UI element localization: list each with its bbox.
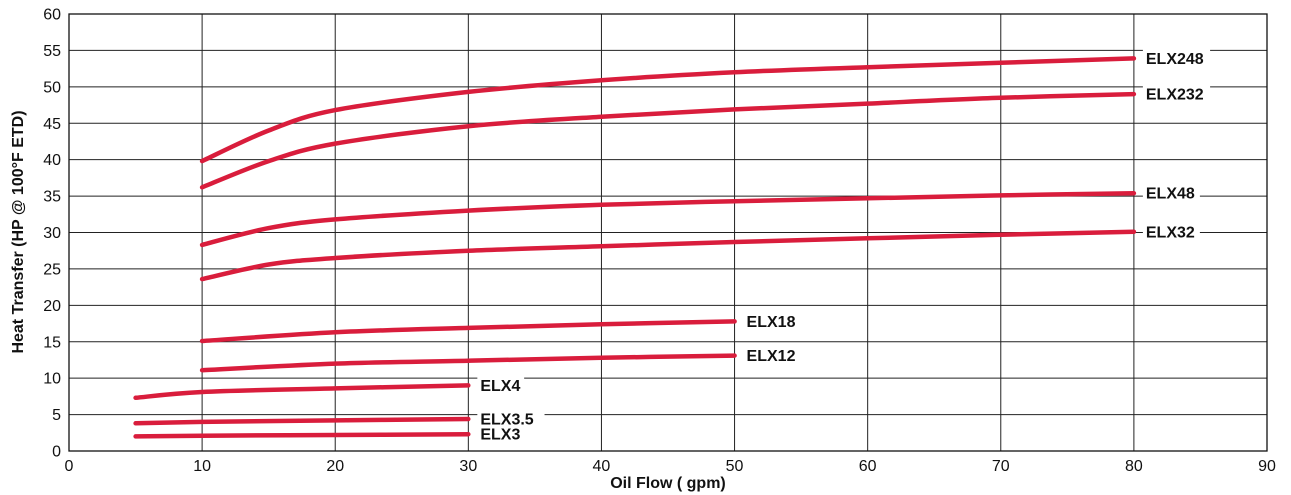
- series-label: ELX18: [747, 314, 796, 331]
- y-axis-label: Heat Transfer (HP @ 100°F ETD): [10, 110, 27, 353]
- series-label: ELX248: [1146, 51, 1204, 68]
- series-line-elx3: [133, 431, 471, 439]
- x-tick-label: 50: [726, 458, 744, 475]
- x-tick-label: 0: [65, 458, 74, 475]
- series-lines: [133, 56, 1137, 439]
- x-tick-labels: 0 10 20 30 40 50 60 70 80 90: [65, 458, 1276, 475]
- y-tick-label: 40: [43, 152, 61, 169]
- series-label: ELX48: [1146, 186, 1195, 203]
- series-label: ELX32: [1146, 224, 1195, 241]
- series-label-background: [743, 346, 801, 365]
- series-line-elx48: [199, 190, 1137, 248]
- series-label: ELX3.5: [480, 411, 533, 428]
- y-tick-label: 50: [43, 79, 61, 96]
- y-tick-label: 10: [43, 371, 61, 388]
- series-label-background: [1142, 184, 1200, 203]
- series-label-background: [477, 376, 525, 395]
- series-label: ELX4: [480, 378, 520, 395]
- series-line-elx232: [199, 91, 1137, 190]
- series-label-background: [477, 409, 545, 428]
- series-line-elx12: [199, 353, 737, 373]
- y-tick-label: 25: [43, 261, 61, 278]
- x-tick-label: 30: [459, 458, 477, 475]
- series-label: ELX12: [747, 348, 796, 365]
- x-tick-label: 80: [1125, 458, 1143, 475]
- series-line-elx32: [199, 229, 1137, 282]
- x-axis-label: Oil Flow ( gpm): [610, 475, 726, 492]
- x-tick-label: 70: [992, 458, 1010, 475]
- y-tick-label: 60: [43, 7, 61, 24]
- series-line-elx248: [199, 56, 1137, 164]
- x-tick-label: 40: [593, 458, 611, 475]
- x-tick-label: 10: [193, 458, 211, 475]
- y-tick-label: 0: [52, 444, 61, 461]
- y-tick-label: 35: [43, 189, 61, 206]
- series-label-background: [1142, 49, 1211, 68]
- y-tick-label: 15: [43, 334, 61, 351]
- series-label-background: [477, 425, 525, 444]
- x-tick-label: 90: [1258, 458, 1276, 475]
- y-tick-label: 20: [43, 298, 61, 315]
- series-labels: ELX248 ELX232 ELX48 ELX32 ELX18 ELX12 ELX4 ELX3…: [477, 49, 1211, 444]
- series-label-background: [1142, 85, 1211, 104]
- x-tick-label: 20: [326, 458, 344, 475]
- y-tick-label: 5: [52, 407, 61, 424]
- series-line-elx4: [133, 383, 471, 401]
- series-label-background: [743, 312, 801, 331]
- series-label-background: [1142, 222, 1200, 241]
- y-tick-label: 45: [43, 116, 61, 133]
- x-tick-label: 60: [859, 458, 877, 475]
- y-tick-labels: 0 5 10 15 20 25 30 35 40 45 50 55 60: [43, 7, 61, 461]
- series-line-elx3-5: [133, 416, 471, 426]
- series-line-elx18: [199, 319, 737, 344]
- y-tick-label: 30: [43, 225, 61, 242]
- plot-frame: [68, 13, 1268, 452]
- series-label: ELX3: [480, 427, 520, 444]
- series-label: ELX232: [1146, 87, 1204, 104]
- y-tick-label: 55: [43, 43, 61, 60]
